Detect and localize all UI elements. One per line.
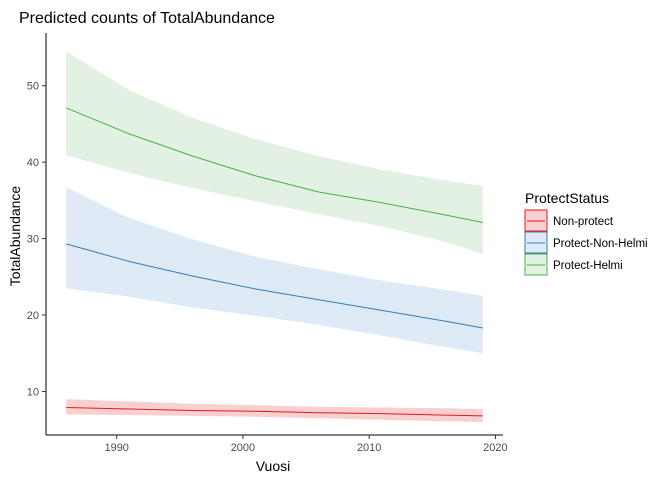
x-tick-label: 2020	[483, 442, 507, 454]
axes: 1990 2000 2010 2020 10 20 30 40 50	[27, 33, 508, 454]
y-tick-label: 30	[27, 234, 39, 246]
legend-label-2: Protect-Helmi	[553, 260, 623, 272]
chart-title: Predicted counts of TotalAbundance	[19, 10, 275, 27]
series-line-1	[66, 243, 483, 329]
y-tick-label: 10	[27, 386, 39, 398]
x-tick-label: 1990	[104, 442, 128, 454]
y-tick-label: 20	[27, 310, 39, 322]
plot-area	[66, 51, 483, 422]
y-axis-title: TotalAbundance	[7, 186, 23, 287]
legend-label-1: Protect-Non-Helmi	[553, 238, 648, 250]
confidence-band-0	[66, 399, 483, 422]
x-axis-title: Vuosi	[256, 458, 291, 474]
confidence-band-2	[66, 51, 483, 254]
legend-label-0: Non-protect	[553, 216, 614, 228]
x-tick-label: 2010	[357, 442, 381, 454]
confidence-band-1	[66, 187, 483, 354]
x-tick-label: 2000	[231, 442, 255, 454]
y-tick-label: 40	[27, 157, 39, 169]
legend-title: ProtectStatus	[525, 190, 609, 206]
legend: ProtectStatus Non-protect Protect-Non-Hel…	[524, 190, 648, 276]
series-line-2	[66, 107, 483, 223]
y-tick-label: 50	[27, 81, 39, 93]
series-line-0	[66, 407, 483, 417]
